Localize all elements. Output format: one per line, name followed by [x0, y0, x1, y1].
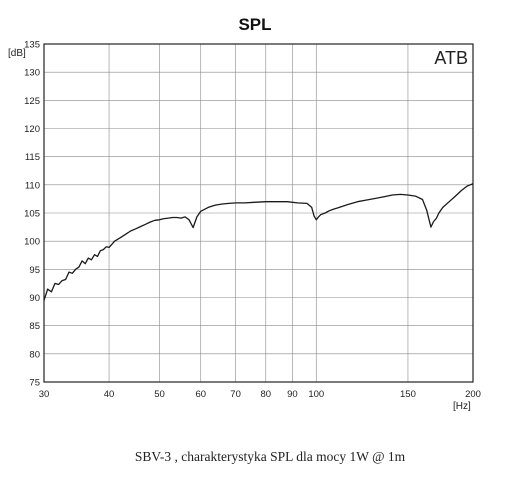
chart-caption: SBV-3 , charakterystyka SPL dla mocy 1W …	[135, 449, 406, 464]
y-tick-label-80: 80	[29, 349, 40, 360]
y-tick-label-120: 120	[24, 124, 40, 135]
y-tick-label-100: 100	[24, 237, 40, 248]
x-tick-label-40: 40	[104, 389, 115, 400]
y-tick-label-85: 85	[29, 321, 40, 332]
x-unit-label: [Hz]	[453, 401, 471, 412]
x-tick-label-70: 70	[230, 389, 241, 400]
x-tick-label-50: 50	[154, 389, 165, 400]
x-tick-label-80: 80	[261, 389, 272, 400]
y-tick-label-90: 90	[29, 293, 40, 304]
x-tick-label-150: 150	[400, 389, 416, 400]
chart-title: SPL	[238, 15, 271, 34]
brand-label: ATB	[434, 48, 468, 68]
y-tick-label-115: 115	[25, 152, 40, 163]
x-tick-label-200: 200	[465, 389, 481, 400]
x-tick-label-100: 100	[308, 389, 324, 400]
y-tick-label-135: 135	[24, 40, 40, 51]
y-tick-label-95: 95	[29, 265, 40, 276]
y-tick-label-130: 130	[24, 68, 40, 79]
x-tick-labels: 30 40 50 60 70 80 90 100 150 200	[39, 389, 481, 400]
x-tick-label-90: 90	[287, 389, 298, 400]
y-tick-label-125: 125	[24, 96, 40, 107]
y-tick-label-105: 105	[24, 209, 40, 220]
y-tick-labels: 75 80 85 90 95 100 105 110 115 120 125 130 135	[24, 40, 40, 389]
grid	[44, 44, 473, 382]
spl-curve	[43, 183, 474, 301]
plot-frame	[43, 43, 474, 383]
y-unit-label: [dB]	[8, 48, 26, 59]
y-tick-label-75: 75	[29, 378, 40, 389]
x-tick-label-30: 30	[39, 389, 50, 400]
x-tick-label-60: 60	[195, 389, 206, 400]
y-tick-label-110: 110	[25, 180, 40, 191]
